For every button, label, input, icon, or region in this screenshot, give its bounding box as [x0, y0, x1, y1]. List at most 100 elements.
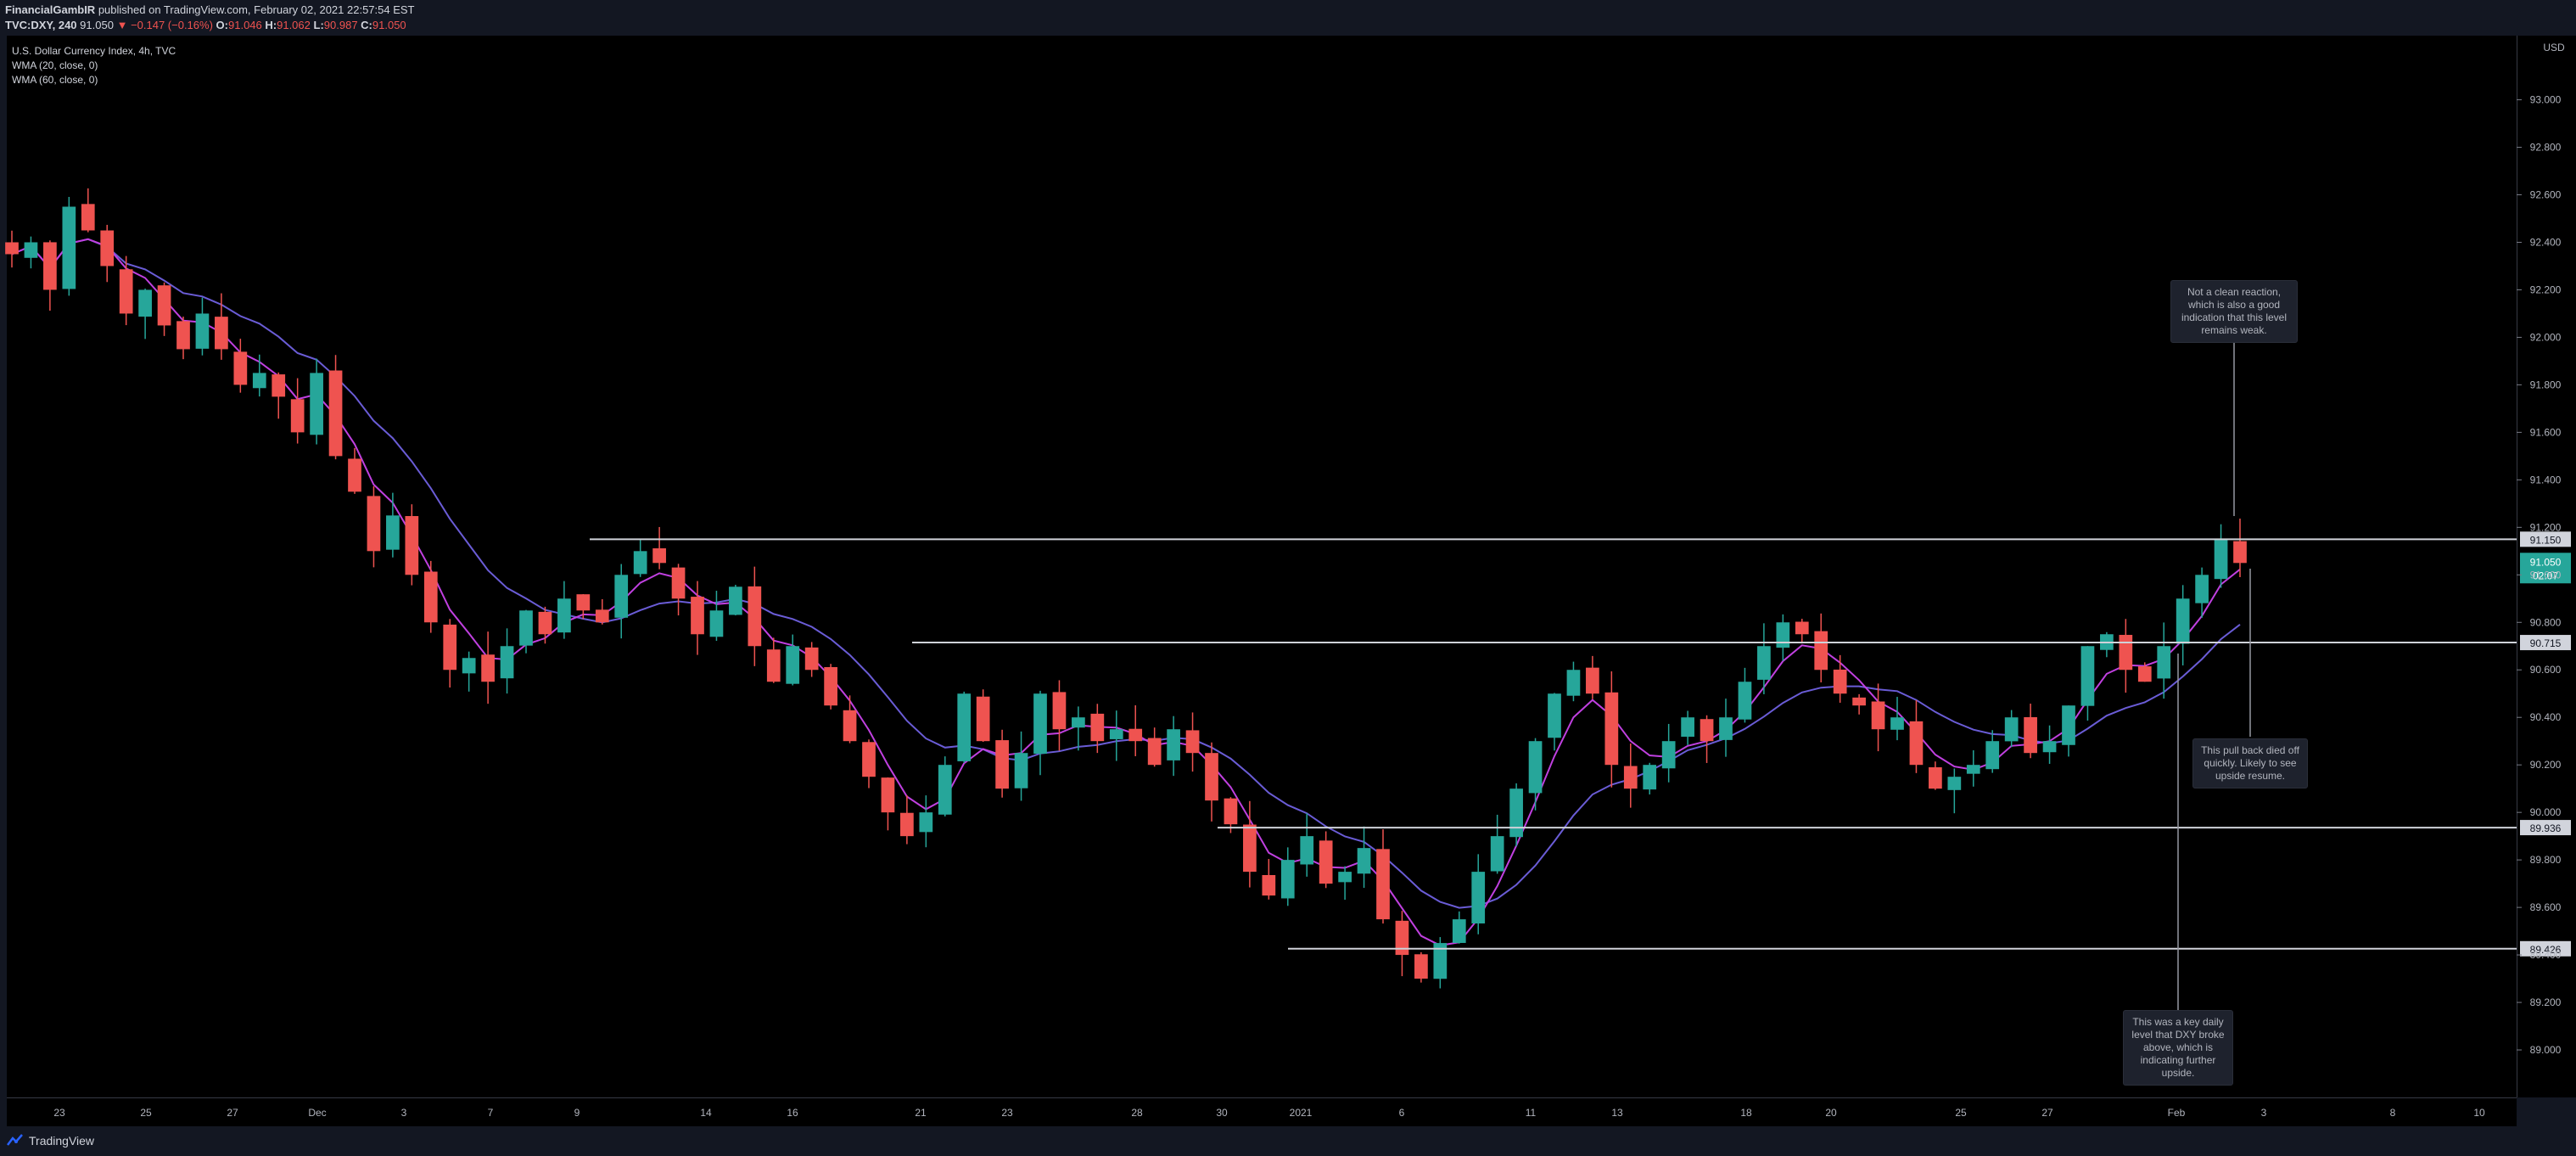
candle-body: [367, 496, 381, 552]
tradingview-logo-icon[interactable]: [7, 1133, 24, 1148]
candle-body: [1985, 741, 2000, 770]
y-tick-label: 92.200: [2530, 283, 2562, 295]
candle-body: [881, 777, 895, 813]
candle-body: [1433, 943, 1448, 979]
author-name[interactable]: FinancialGambIR: [5, 3, 96, 16]
candle-body: [1909, 721, 1924, 766]
annotation-callout-2[interactable]: This pull back died off quickly. Likely …: [2192, 738, 2308, 788]
candle-body: [2119, 635, 2133, 671]
candle-body: [2214, 539, 2228, 580]
candle-body: [233, 351, 248, 385]
candle-body: [443, 624, 457, 671]
candle-body: [519, 610, 533, 646]
chart-pane[interactable]: [7, 36, 2517, 1097]
currency-label: USD: [2543, 42, 2565, 53]
level-tag: [2520, 820, 2571, 836]
x-tick-label: 25: [1955, 1107, 1967, 1119]
candle-body: [1586, 667, 1599, 694]
candle-body: [462, 658, 476, 674]
x-tick-label: 2021: [1290, 1107, 1313, 1119]
candle-body: [1090, 713, 1105, 742]
candle-body: [500, 646, 514, 679]
candle-body: [2176, 598, 2190, 644]
candle-body: [1890, 717, 1904, 730]
candle-body: [1072, 717, 1085, 728]
candle-body: [1947, 777, 1962, 790]
footer-brand[interactable]: TradingView: [29, 1134, 95, 1148]
candle-body: [5, 242, 19, 255]
x-tick-label: 11: [1526, 1107, 1537, 1119]
x-tick-label: 13: [1611, 1107, 1623, 1119]
last-price: 91.050: [80, 19, 114, 31]
y-tick-label: 93.000: [2530, 94, 2562, 106]
x-tick-label: 3: [2261, 1107, 2267, 1119]
x-tick-label: 20: [1825, 1107, 1837, 1119]
x-tick-label: 6: [1399, 1107, 1405, 1119]
y-tick-label: 92.000: [2530, 331, 2562, 343]
candle-body: [938, 765, 952, 815]
last-price-label: 91.050: [2530, 556, 2562, 568]
candle-body: [386, 515, 400, 550]
candle-body: [1109, 729, 1123, 739]
candle-body: [1776, 622, 1790, 648]
x-tick-label: 27: [227, 1107, 238, 1119]
candle-body: [252, 373, 266, 389]
candle-body: [1338, 872, 1352, 883]
candle-body: [1128, 728, 1143, 742]
candle-body: [843, 710, 857, 742]
candle-body: [538, 611, 552, 635]
y-tick-label: 91.400: [2530, 474, 2562, 485]
candle-body: [2004, 717, 2019, 742]
published-text: published on TradingView.com, February 0…: [98, 3, 415, 16]
y-tick-label: 90.800: [2530, 616, 2562, 628]
candle-body: [1661, 741, 1676, 769]
candle-body: [576, 594, 591, 611]
legend-title: U.S. Dollar Currency Index, 4h, TVC: [12, 45, 176, 57]
y-tick-label: 92.400: [2530, 236, 2562, 248]
low-value: 90.987: [323, 19, 358, 31]
candles-layer: [5, 188, 2247, 989]
candle-body: [2042, 741, 2057, 753]
x-tick-label: 30: [1216, 1107, 1228, 1119]
candle-body: [1052, 692, 1067, 730]
candle-body: [1528, 741, 1543, 794]
candle-body: [62, 206, 76, 289]
candle-body: [709, 610, 724, 637]
footer-bar: TradingView: [0, 1126, 2576, 1156]
annotation-callout-3[interactable]: This was a key daily level that DXY brok…: [2123, 1010, 2233, 1086]
candle-body: [1014, 753, 1028, 788]
candle-body: [1738, 682, 1752, 720]
candle-body: [176, 321, 190, 350]
candle-body: [195, 313, 210, 349]
high-label: H:: [265, 19, 277, 31]
x-tick-label: 16: [787, 1107, 798, 1119]
candle-body: [1795, 621, 1809, 635]
y-tick-label: 91.000: [2530, 569, 2562, 581]
candle-body: [272, 374, 286, 397]
candle-body: [328, 370, 343, 457]
candle-body: [2080, 646, 2095, 706]
candle-body: [995, 740, 1009, 789]
candle-body: [2233, 541, 2247, 564]
candle-body: [1814, 631, 1828, 671]
legend-wma60[interactable]: WMA (60, close, 0): [12, 74, 98, 86]
annotation-lines: [2177, 338, 2251, 1010]
candle-body: [1871, 701, 1885, 730]
candle-body: [957, 693, 972, 761]
candle-body: [157, 285, 171, 326]
y-tick-label: 89.000: [2530, 1044, 2562, 1056]
countdown-label: 02:07: [2533, 570, 2558, 581]
candle-body: [1490, 836, 1504, 872]
candle-body: [824, 666, 837, 706]
candle-body: [766, 649, 781, 682]
time-axis[interactable]: [7, 1097, 2517, 1126]
legend-wma20[interactable]: WMA (20, close, 0): [12, 59, 98, 71]
x-tick-label: 21: [915, 1107, 927, 1119]
candle-body: [348, 458, 361, 492]
candle-body: [786, 646, 800, 684]
annotation-callout-1[interactable]: Not a clean reaction, which is also a go…: [2170, 280, 2298, 343]
open-label: O:: [216, 19, 228, 31]
candle-body: [1243, 824, 1257, 873]
publish-info: FinancialGambIR published on TradingView…: [5, 3, 415, 16]
